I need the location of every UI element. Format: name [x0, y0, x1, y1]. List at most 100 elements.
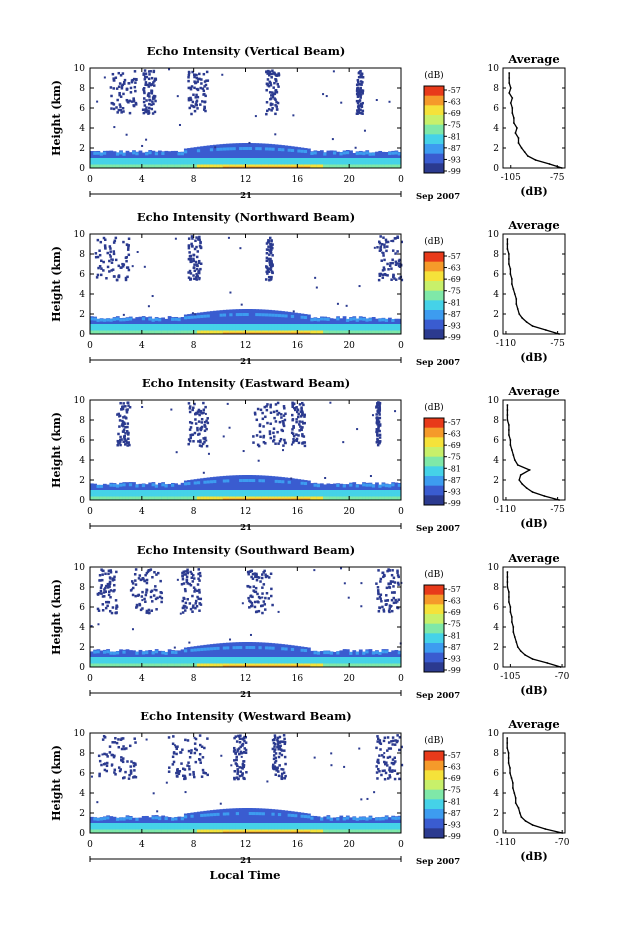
heatmap-cell [307, 332, 311, 334]
heatmap-cell [178, 123, 181, 126]
heatmap-cell [115, 829, 120, 833]
heatmap-cell [282, 444, 285, 447]
heatmap-cell [284, 158, 289, 168]
heatmap-cell [390, 609, 394, 613]
heatmap-cell [164, 496, 169, 500]
heatmap-cell [242, 309, 246, 324]
heatmap-cell [167, 151, 172, 158]
heatmap-cell [226, 164, 230, 168]
heatmap-cell [261, 665, 266, 667]
profile-frame [502, 399, 566, 501]
heatmap-cell [109, 150, 114, 158]
heatmap-cell [174, 651, 178, 655]
heatmap-cell [192, 266, 196, 270]
heatmap-cell [128, 99, 131, 103]
heatmap-cell [148, 657, 153, 667]
heatmap-cell [96, 657, 101, 667]
heatmap-cell [109, 823, 114, 833]
heatmap-cell [284, 762, 287, 766]
heatmap-cell [248, 143, 253, 158]
heatmap-cell [195, 255, 199, 259]
heatmap-cell [177, 158, 182, 168]
heatmap-cell [112, 107, 116, 111]
heatmap-cell [144, 600, 147, 603]
heatmap-cell [376, 777, 379, 780]
heatmap-cell [229, 665, 234, 667]
heatmap-cell [291, 441, 295, 444]
heatmap-cell [97, 609, 101, 612]
heatmap-cell [180, 324, 185, 334]
heatmap-cell [226, 663, 230, 667]
heatmap-cell [127, 253, 131, 257]
heatmap-cell [190, 315, 195, 319]
heatmap-cell [188, 277, 192, 281]
heatmap-cell [387, 747, 391, 750]
heatmap-cell [375, 746, 378, 750]
heatmap-cell [93, 817, 97, 821]
heatmap-cell [159, 579, 162, 583]
heatmap-cell [129, 769, 133, 772]
heatmap-cell [235, 475, 240, 490]
heatmap-cell [329, 150, 334, 158]
heatmap-cell [202, 72, 206, 76]
heatmap-cell [151, 816, 156, 820]
heatmap-cell [195, 93, 198, 97]
heatmap-cell [264, 313, 269, 317]
heatmap-cell [268, 430, 272, 433]
heatmap-cell [299, 425, 302, 428]
heatmap-cell [177, 650, 182, 657]
heatmap-cell [390, 239, 393, 242]
heatmap-cell [143, 104, 147, 107]
heatmap-cell [209, 647, 214, 651]
heatmap-cell [271, 747, 275, 751]
heatmap-cell [158, 829, 162, 833]
profile-x-tick-label: -110 [496, 838, 516, 848]
heatmap-cell [113, 741, 117, 744]
heatmap-cell [245, 829, 250, 833]
heatmap-cell [387, 777, 390, 780]
heatmap-cell [388, 823, 392, 833]
heatmap-cell [194, 96, 198, 99]
heatmap-cell [255, 812, 259, 816]
heatmap-cell [281, 768, 285, 771]
heatmap-cell [141, 599, 144, 602]
heatmap-cell [290, 166, 295, 168]
colorbar-swatch [424, 418, 444, 429]
heatmap-cell [287, 657, 292, 667]
heatmap-cell [343, 765, 346, 768]
heatmap-cell [135, 317, 140, 324]
heatmap-cell [200, 427, 203, 431]
heatmap-cell [193, 247, 197, 251]
heatmap-cell [105, 753, 108, 756]
heatmap-cell [281, 810, 285, 823]
heatmap-cell [360, 605, 363, 608]
heatmap-cell [180, 330, 185, 334]
heatmap-cell [281, 164, 285, 168]
profile-point [506, 243, 509, 245]
heatmap-cell [198, 758, 202, 762]
heatmap-cell [193, 479, 198, 490]
heatmap-cell [96, 823, 101, 833]
heatmap-cell [205, 444, 209, 448]
heatmap-cell [375, 490, 379, 500]
heatmap-cell [204, 94, 207, 98]
heatmap-cell [371, 829, 376, 833]
heatmap-cell [393, 756, 397, 759]
heatmap-cell [106, 318, 110, 322]
heatmap-cell [239, 646, 243, 650]
heatmap-cell [320, 317, 324, 321]
profile-point [506, 409, 509, 411]
heatmap-cell [189, 583, 193, 587]
heatmap-cell [152, 594, 156, 597]
heatmap-cell [294, 408, 297, 412]
heatmap-cell [292, 114, 295, 117]
heatmap-cell [273, 738, 276, 742]
heatmap-cell [90, 483, 94, 490]
colorbar-tick-label: -99 [448, 167, 461, 176]
heatmap-cell [161, 815, 166, 823]
heatmap-cell [128, 405, 132, 409]
heatmap-cell [148, 649, 153, 657]
heatmap-cell [239, 490, 243, 500]
heatmap-cell [193, 431, 197, 435]
